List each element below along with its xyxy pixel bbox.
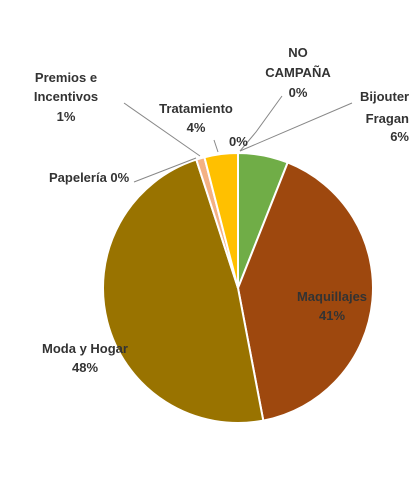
label-maquillajes-pct: 41% <box>319 308 345 323</box>
label-tratamiento-pct: 4% <box>187 120 206 135</box>
label-papeleria: Papelería 0% <box>49 170 130 185</box>
label-no-campana-line2: CAMPAÑA <box>265 65 331 80</box>
label-premios-pct: 1% <box>57 109 76 124</box>
label-tratamiento: Tratamiento <box>159 101 233 116</box>
label-bijouter: Bijouter <box>360 89 409 104</box>
pie-slice-moda-y-hogar <box>101 158 265 424</box>
leader-line-premios <box>123 102 201 157</box>
leader-line-tratamiento <box>213 139 219 153</box>
label-moda-hogar-pct: 48% <box>72 360 98 375</box>
pie-slice-tratamiento <box>203 151 239 289</box>
leader-line-no-campana <box>239 95 283 152</box>
label-fragan: Fragan <box>366 111 409 126</box>
label-no-campana-pct: 0% <box>289 85 308 100</box>
label-premios-line2: Incentivos <box>34 89 98 104</box>
label-bijouter-pct: 0% <box>229 134 248 149</box>
leader-line-bijouter <box>239 102 353 152</box>
leader-line-papeleria <box>133 157 197 183</box>
label-moda-hogar: Moda y Hogar <box>42 341 128 356</box>
label-no-campana-line1: NO <box>288 45 308 60</box>
pie-slice-maquillajes <box>236 161 374 422</box>
label-premios-line1: Premios e <box>35 70 97 85</box>
label-fragan-pct: 6% <box>390 129 409 144</box>
pie-slices <box>101 151 374 424</box>
label-maquillajes: Maquillajes <box>297 289 367 304</box>
leader-lines <box>123 95 353 183</box>
